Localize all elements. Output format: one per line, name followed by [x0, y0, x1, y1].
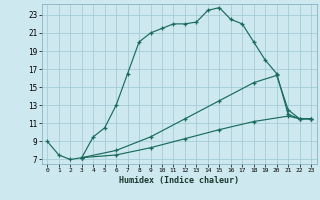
- X-axis label: Humidex (Indice chaleur): Humidex (Indice chaleur): [119, 176, 239, 185]
